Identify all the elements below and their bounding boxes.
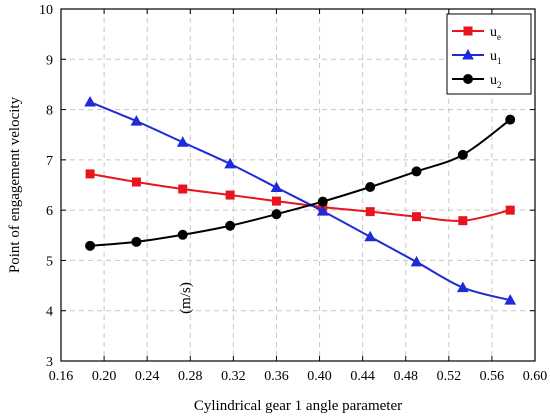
axis-ticks: 0.16 0.20 0.24 0.28 0.32 0.36 0.40 0.44 0.48 0.52… (39, 3, 547, 384)
data-point (131, 236, 142, 247)
legend-label: u2 (490, 73, 502, 90)
legend-marker (463, 26, 473, 36)
y-tick-label: 6 (46, 204, 53, 219)
series-layer (84, 95, 517, 305)
x-tick-label: 0.44 (350, 369, 375, 384)
x-tick-label: 0.60 (523, 369, 548, 384)
y-axis-title: Point of engagement velocity (7, 96, 23, 273)
data-point (410, 255, 423, 267)
x-tick-label: 0.36 (264, 369, 289, 384)
data-point (84, 95, 96, 107)
data-point (85, 240, 96, 251)
series-u2 (85, 114, 516, 251)
data-point (505, 205, 515, 215)
data-point (412, 212, 421, 222)
data-point (225, 190, 235, 200)
data-point (130, 115, 143, 126)
x-tick-label: 0.32 (221, 369, 246, 384)
legend-entry: u2 (452, 73, 502, 90)
y-tick-label: 3 (46, 355, 53, 370)
data-point (270, 181, 283, 193)
legend-entry: ue (452, 25, 501, 42)
data-point (365, 207, 375, 217)
data-point (411, 166, 422, 177)
data-point (176, 136, 189, 147)
series-line (89, 118, 511, 247)
data-point (505, 114, 516, 125)
x-tick-label: 0.52 (437, 369, 462, 384)
plot-frame (60, 8, 536, 362)
x-tick-label: 0.20 (92, 369, 117, 384)
x-tick-label: 0.48 (393, 369, 418, 384)
data-point (178, 184, 188, 194)
legend: ue u1 u2 (446, 13, 532, 95)
y-axis-unit: (m/s) (178, 282, 194, 314)
data-point (224, 157, 236, 169)
series-line (89, 172, 511, 222)
data-point (131, 177, 141, 187)
data-point (456, 281, 469, 293)
data-point (271, 209, 282, 220)
y-tick-label: 10 (39, 3, 53, 18)
x-axis-title: Cylindrical gear 1 angle parameter (194, 398, 402, 414)
series-line (89, 101, 511, 302)
legend-entry: u1 (452, 48, 502, 66)
legend-marker (463, 74, 473, 84)
series-ue (85, 169, 515, 226)
data-point (177, 229, 188, 240)
data-point (316, 205, 329, 216)
legend-marker (462, 48, 474, 60)
data-point (225, 220, 236, 231)
x-tick-label: 0.56 (480, 369, 505, 384)
data-point (504, 294, 517, 305)
y-tick-label: 4 (46, 305, 53, 320)
data-point (458, 216, 468, 226)
data-point (85, 169, 95, 179)
data-point (317, 196, 328, 207)
x-tick-label: 0.16 (49, 369, 74, 384)
data-point (271, 196, 281, 206)
legend-label: ue (490, 25, 501, 42)
x-tick-label: 0.40 (307, 369, 332, 384)
data-point (364, 230, 377, 242)
x-tick-label: 0.24 (135, 369, 160, 384)
y-tick-label: 5 (46, 254, 53, 269)
data-point (457, 149, 468, 160)
data-point (365, 182, 376, 193)
y-tick-label: 8 (46, 104, 53, 119)
x-tick-label: 0.28 (178, 369, 203, 384)
y-tick-label: 7 (46, 154, 53, 169)
series-u1 (84, 95, 517, 305)
legend-label: u1 (490, 49, 502, 66)
y-tick-label: 9 (46, 53, 53, 68)
